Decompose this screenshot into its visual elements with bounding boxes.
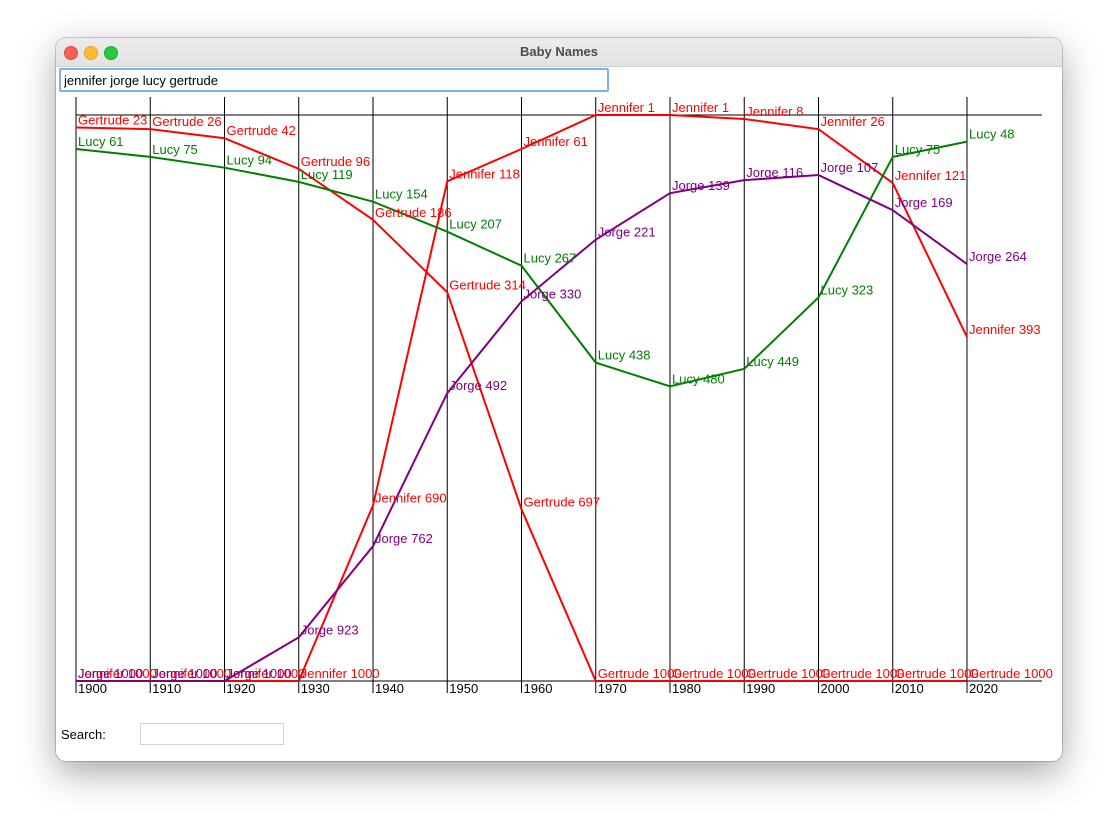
data-label: Lucy 75 bbox=[895, 142, 941, 157]
data-label: Lucy 438 bbox=[598, 348, 651, 363]
data-label: Jorge 1000 bbox=[78, 666, 143, 681]
data-label: Lucy 480 bbox=[672, 371, 725, 386]
data-label: Gertrude 42 bbox=[227, 123, 296, 138]
data-label: Jorge 169 bbox=[895, 195, 953, 210]
window-title: Baby Names bbox=[519, 44, 599, 59]
chart-labels: Gertrude 23 Gertrude 26 Gertrude 42 Gertrud… bbox=[78, 100, 1053, 681]
x-tick-label: 1930 bbox=[301, 681, 330, 696]
data-label: Jennifer 121 bbox=[895, 168, 967, 183]
chart-ticks: 1900 1910 1920 1930 1940 1950 1960 1970 1980 1990… bbox=[78, 681, 998, 696]
x-tick-label: 1970 bbox=[598, 681, 627, 696]
data-label: Gertrude 1000 bbox=[598, 666, 682, 681]
data-label: Gertrude 1000 bbox=[672, 666, 756, 681]
data-label: Lucy 61 bbox=[78, 134, 124, 149]
data-label: Jorge 107 bbox=[821, 160, 879, 175]
data-label: Gertrude 314 bbox=[449, 277, 526, 292]
series-line-lucy bbox=[75, 140, 968, 388]
data-label: Jennifer 1000 bbox=[227, 666, 306, 681]
data-label: Jennifer 61 bbox=[524, 134, 588, 149]
data-label: Lucy 119 bbox=[301, 167, 353, 182]
data-label: Gertrude 1000 bbox=[969, 666, 1053, 681]
data-label: Jennifer 8 bbox=[746, 104, 803, 119]
x-tick-label: 1990 bbox=[746, 681, 775, 696]
data-label: Jorge 116 bbox=[746, 165, 803, 180]
data-label: Lucy 267 bbox=[524, 251, 577, 266]
data-label: Jennifer 1 bbox=[598, 100, 655, 115]
data-label: Jennifer 393 bbox=[969, 322, 1041, 337]
search-label: Search: bbox=[61, 727, 106, 742]
data-label: Jennifer 118 bbox=[449, 166, 520, 181]
data-label: Jorge 221 bbox=[598, 225, 656, 240]
data-label: Jennifer 1000 bbox=[152, 666, 231, 681]
series-line-jorge bbox=[76, 174, 968, 682]
data-label: Jorge 492 bbox=[449, 378, 507, 393]
series-line-gertrude bbox=[75, 126, 967, 682]
chart-series bbox=[75, 114, 968, 682]
x-tick-label: 1900 bbox=[78, 681, 107, 696]
data-label: Lucy 48 bbox=[969, 127, 1015, 142]
data-label: Gertrude 1000 bbox=[895, 666, 979, 681]
data-label: Gertrude 186 bbox=[375, 205, 452, 220]
x-tick-label: 1940 bbox=[375, 681, 404, 696]
x-tick-label: 1950 bbox=[449, 681, 478, 696]
data-label: Lucy 154 bbox=[375, 187, 428, 202]
data-label: Jorge 762 bbox=[375, 531, 433, 546]
rank-chart: Gertrude 23 Gertrude 26 Gertrude 42 Gertrud… bbox=[75, 97, 1053, 696]
x-tick-label: 2010 bbox=[895, 681, 924, 696]
data-label: Lucy 94 bbox=[227, 153, 273, 168]
data-label: Lucy 207 bbox=[449, 217, 502, 232]
data-label: Jorge 264 bbox=[969, 249, 1027, 264]
data-label: Lucy 75 bbox=[152, 142, 198, 157]
data-label: Jennifer 1 bbox=[672, 100, 729, 115]
x-tick-label: 1960 bbox=[524, 681, 553, 696]
data-label: Jorge 1000 bbox=[227, 666, 292, 681]
zoom-button[interactable] bbox=[104, 46, 118, 60]
close-button[interactable] bbox=[64, 46, 78, 60]
data-label: Lucy 449 bbox=[746, 354, 799, 369]
x-tick-label: 2020 bbox=[969, 681, 998, 696]
data-label: Gertrude 23 bbox=[78, 112, 147, 127]
data-label: Lucy 323 bbox=[821, 282, 874, 297]
data-label: Jorge 330 bbox=[524, 286, 582, 301]
data-label: Jorge 1000 bbox=[152, 666, 217, 681]
x-tick-label: 1980 bbox=[672, 681, 701, 696]
data-label: Jennifer 1000 bbox=[78, 666, 157, 681]
title-bar: Baby Names bbox=[56, 38, 1062, 67]
data-label: Gertrude 1000 bbox=[821, 666, 905, 681]
x-tick-label: 1920 bbox=[227, 681, 256, 696]
data-label: Jennifer 26 bbox=[821, 114, 885, 129]
search-input[interactable] bbox=[140, 723, 284, 745]
x-tick-label: 1910 bbox=[152, 681, 181, 696]
data-label: Jorge 923 bbox=[301, 622, 359, 637]
data-label: Gertrude 96 bbox=[301, 154, 370, 169]
data-label: Gertrude 26 bbox=[152, 114, 221, 129]
data-label: Jorge 139 bbox=[672, 178, 730, 193]
names-query-input[interactable] bbox=[59, 68, 609, 92]
x-tick-label: 2000 bbox=[821, 681, 850, 696]
minimize-button[interactable] bbox=[84, 46, 98, 60]
data-label: Jennifer 1000 bbox=[301, 666, 380, 681]
data-label: Gertrude 1000 bbox=[746, 666, 830, 681]
data-label: Gertrude 697 bbox=[524, 494, 601, 509]
data-label: Jennifer 690 bbox=[375, 490, 447, 505]
chart-grid bbox=[75, 97, 1042, 693]
